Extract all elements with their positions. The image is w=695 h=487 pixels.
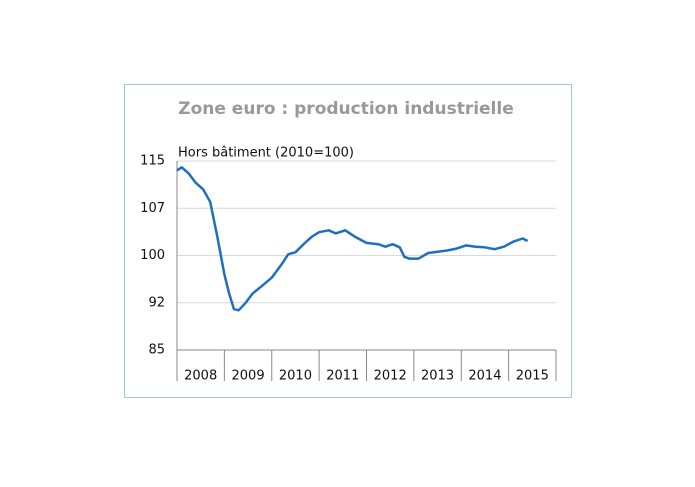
x-tick-label: 2011 bbox=[326, 369, 359, 384]
x-tick-label: 2012 bbox=[374, 369, 407, 384]
y-tick-label: 85 bbox=[148, 343, 165, 358]
x-tick-label: 2009 bbox=[232, 369, 265, 384]
y-tick-label: 107 bbox=[140, 201, 165, 216]
x-tick-label: 2008 bbox=[184, 369, 217, 384]
x-tick-label: 2013 bbox=[421, 369, 454, 384]
x-tick-label: 2010 bbox=[279, 369, 312, 384]
x-tick-label: 2014 bbox=[468, 369, 501, 384]
chart-title: Zone euro : production industrielle bbox=[178, 99, 514, 119]
frame bbox=[124, 84, 572, 398]
y-tick-label: 115 bbox=[140, 154, 165, 169]
y-tick-label: 100 bbox=[140, 248, 165, 263]
y-tick-label: 92 bbox=[148, 295, 165, 310]
x-tick-label: 2015 bbox=[516, 369, 549, 384]
line bbox=[176, 166, 529, 312]
axis-label: Hors bâtiment (2010=100) bbox=[178, 146, 354, 161]
